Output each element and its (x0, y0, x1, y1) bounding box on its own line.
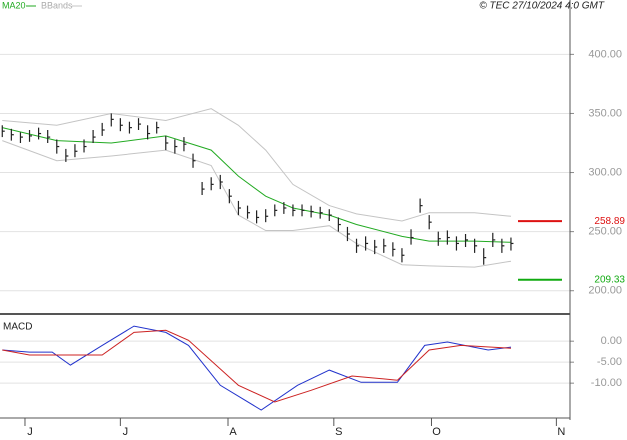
bband-upper (2, 108, 512, 222)
x-tick-label: O (432, 426, 441, 438)
legend-ma: MA20 (2, 0, 26, 10)
y-tick-label: 300.00 (588, 166, 622, 178)
y-tick-label: 200.00 (588, 285, 622, 297)
macd-line (2, 325, 512, 411)
macd-title: MACD (3, 322, 32, 333)
y-tick-label: 0.00 (601, 335, 622, 347)
x-tick-label: S (335, 426, 342, 438)
macd-line (2, 329, 512, 403)
level-label: 258.89 (594, 216, 625, 227)
level-label: 209.33 (594, 274, 625, 285)
x-tick-label: N (557, 426, 565, 438)
source: © TEC 27/10/2024 4:0 GMT (479, 1, 605, 12)
y-tick-label: 250.00 (588, 226, 622, 238)
y-tick-label: -5.00 (597, 356, 622, 368)
y-tick-label: -10.00 (591, 377, 622, 389)
y-tick-label: 350.00 (588, 107, 622, 119)
x-tick-label: J (123, 426, 129, 438)
bband-lower (2, 140, 512, 268)
ma-line (2, 127, 512, 243)
y-tick-label: 400.00 (588, 48, 622, 60)
x-tick-label: A (229, 426, 237, 438)
x-tick-label: J (27, 426, 33, 438)
legend-bbands: BBands (41, 0, 73, 10)
